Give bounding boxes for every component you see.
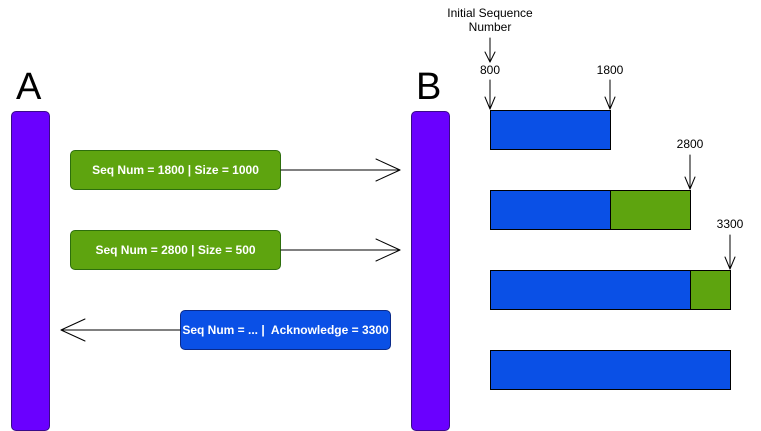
buffer-row-2-green-segment — [610, 190, 691, 230]
host-a-label: A — [16, 66, 42, 108]
message-segment-1: Seq Num = 1800 | Size = 1000 — [70, 150, 281, 190]
initial-sequence-label: Initial Sequence Number — [447, 6, 533, 34]
seq-marker-2800: 2800 — [676, 137, 704, 151]
initial-sequence-arrow — [484, 37, 496, 63]
message-segment-2: Seq Num = 2800 | Size = 500 — [70, 230, 281, 270]
buffer-row-1-blue-segment — [490, 110, 611, 150]
seq-marker-1800: 1800 — [596, 63, 624, 77]
host-b-label: B — [416, 66, 442, 108]
message-acknowledgement: Seq Num = ... | Acknowledge = 3300 — [180, 310, 391, 350]
buffer-row-3-blue-segment — [490, 270, 691, 310]
acknowledgement-arrow — [60, 318, 181, 342]
buffer-row-2-blue-segment — [490, 190, 611, 230]
seq-2800-arrow — [684, 154, 696, 190]
seq-marker-3300: 3300 — [716, 217, 744, 231]
message-2-arrow — [280, 238, 401, 262]
seq-3300-arrow — [724, 234, 736, 270]
seq-marker-800: 800 — [479, 63, 501, 77]
message-1-arrow — [280, 158, 401, 182]
buffer-row-3-green-segment — [690, 270, 731, 310]
host-a-bar — [11, 111, 50, 431]
host-b-bar — [411, 111, 450, 431]
seq-1800-arrow — [604, 79, 616, 110]
buffer-row-4-blue-segment — [490, 350, 731, 390]
seq-800-arrow — [484, 79, 496, 110]
